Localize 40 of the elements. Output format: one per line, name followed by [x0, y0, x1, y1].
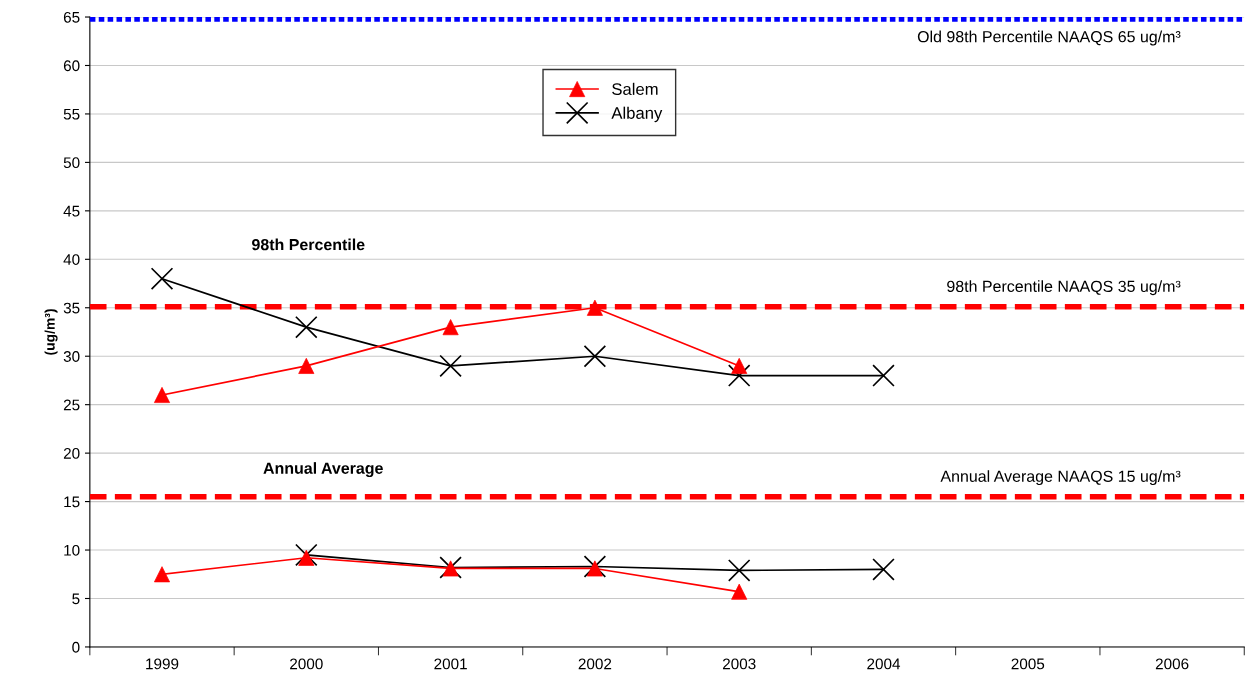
- ref-line-label: Old 98th Percentile NAAQS 65 ug/m³: [917, 30, 1181, 46]
- x-tick-label: 2002: [578, 658, 612, 670]
- y-tick-label: 50: [63, 157, 80, 169]
- y-tick-label: 60: [63, 60, 80, 72]
- ref-line-label: Annual Average NAAQS 15 ug/m³: [940, 470, 1181, 486]
- point: [442, 319, 459, 336]
- point: [727, 364, 751, 387]
- x-tick-label: 2000: [290, 658, 323, 670]
- point: [727, 559, 751, 582]
- x-tick-label: 2003: [722, 658, 756, 670]
- y-axis-title: (ug/m³): [44, 309, 58, 355]
- y-tick-label: 20: [63, 447, 80, 459]
- y-tick-label: 35: [63, 302, 80, 314]
- point: [872, 558, 895, 581]
- y-tick-label: 5: [72, 593, 80, 605]
- x-tick-label: 2006: [1155, 658, 1189, 670]
- x-tick-label: 2005: [1011, 658, 1045, 670]
- x-tick-label: 2001: [434, 658, 467, 670]
- y-tick-label: 30: [63, 351, 80, 362]
- legend-label: Salem: [612, 82, 658, 96]
- y-tick-label: 0: [72, 641, 80, 653]
- y-tick-label: 25: [63, 399, 80, 411]
- x-tick-label: 2004: [867, 658, 901, 670]
- y-tick-label: 65: [63, 11, 80, 23]
- y-tick-label: 55: [63, 108, 80, 120]
- legend-label: Albany: [611, 106, 663, 123]
- point: [872, 364, 895, 387]
- y-tick-label: 15: [64, 496, 80, 508]
- y-tick-label: 45: [63, 205, 80, 217]
- y-tick-label: 10: [64, 544, 80, 556]
- point: [439, 354, 462, 378]
- ref-line-label: 98th Percentile NAAQS 35 ug/m³: [947, 280, 1181, 296]
- annotation: 98th Percentile: [252, 238, 365, 251]
- point: [150, 267, 174, 290]
- point: [298, 357, 315, 374]
- x-tick-label: 1999: [146, 658, 179, 670]
- y-tick-label: 40: [63, 254, 80, 265]
- annotation: Annual Average: [263, 462, 383, 478]
- point: [583, 344, 607, 368]
- point: [295, 315, 318, 339]
